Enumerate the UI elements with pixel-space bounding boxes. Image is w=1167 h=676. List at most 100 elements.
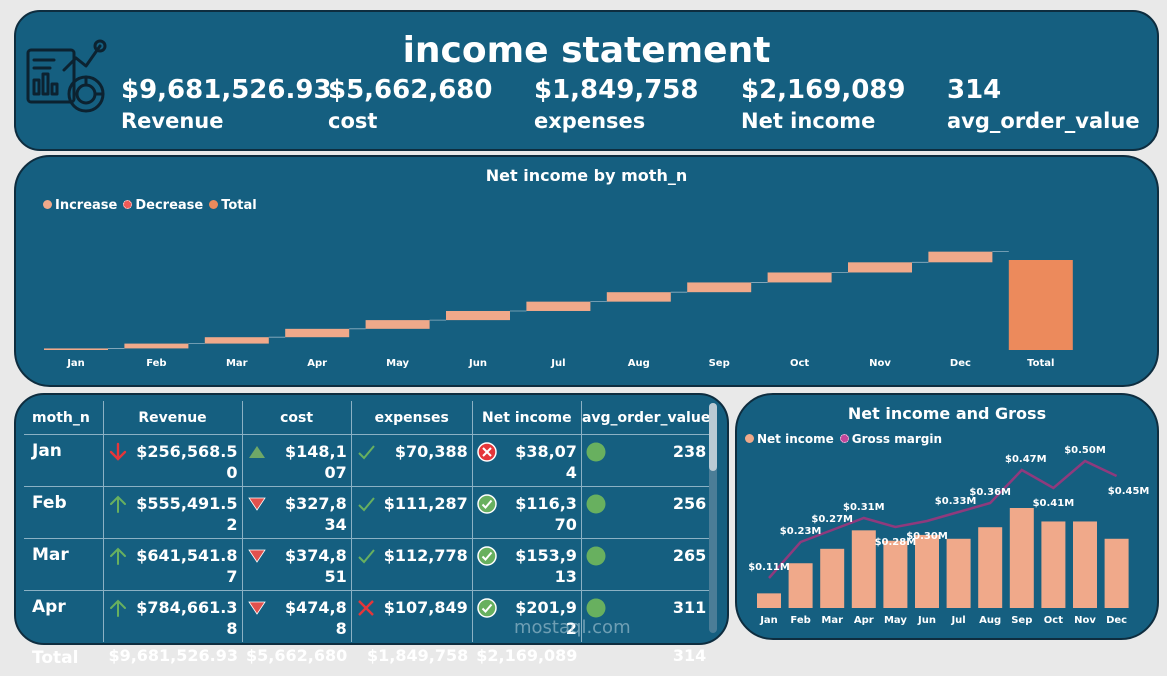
- combo-plot: Jan Feb Mar Apr May Jun Jul Aug Sep Oct Nov Dec $0.1…: [748, 445, 1150, 626]
- cell-net-income: $201,92: [471, 590, 582, 642]
- table-row[interactable]: Mar $641,541.87 $374,851 $112,778 $153,913 26…: [24, 538, 711, 591]
- waterfall-bar[interactable]: [848, 262, 912, 273]
- data-label: $0.11M: [748, 562, 790, 573]
- table-row[interactable]: Feb $555,491.52 $327,834 $111,287 $116,370 25…: [24, 486, 711, 539]
- x-tick-label: Oct: [1044, 615, 1063, 626]
- waterfall-bar[interactable]: [124, 343, 189, 349]
- page-title: income statement: [402, 30, 771, 71]
- waterfall-bar[interactable]: [606, 292, 671, 302]
- cell-value: 265: [672, 546, 707, 565]
- cell-total-expenses: $1,849,758: [367, 646, 469, 665]
- column-header[interactable]: Net income: [471, 401, 582, 435]
- net-income-bar[interactable]: [915, 534, 939, 608]
- cell-expenses: $112,778: [350, 538, 473, 591]
- x-tick-label: Jan: [66, 358, 85, 369]
- data-label: $0.45M: [1108, 486, 1150, 497]
- cell-value: 311: [672, 598, 707, 617]
- data-label: $0.27M: [811, 514, 853, 525]
- waterfall-bar[interactable]: [526, 301, 591, 311]
- cell-month: Mar: [24, 538, 103, 591]
- net-income-bar[interactable]: [1041, 521, 1066, 608]
- waterfall-bar[interactable]: [1008, 260, 1073, 350]
- data-label: $0.41M: [1033, 498, 1075, 509]
- cell-revenue: $256,568.50: [102, 434, 242, 487]
- data-label: $0.28M: [875, 537, 917, 548]
- legend-item-increase[interactable]: Increase: [43, 198, 117, 213]
- table-header-row: moth_n Revenue cost expenses Net income …: [24, 401, 711, 435]
- net-income-bar[interactable]: [757, 593, 781, 608]
- arrow-down-icon: [108, 442, 128, 462]
- data-label: $0.33M: [935, 496, 977, 507]
- waterfall-bar[interactable]: [204, 337, 269, 344]
- table-scrollbar-thumb[interactable]: [709, 403, 717, 471]
- net-income-gross-chart-card[interactable]: Net income and Gross Net income Gross ma…: [735, 393, 1159, 640]
- chart-title: Net income by moth_n: [485, 166, 688, 185]
- chart-legend: Net income Gross margin: [745, 432, 942, 446]
- cell-value: $201,92: [515, 598, 577, 638]
- legend-item-gross-margin[interactable]: Gross margin: [839, 432, 942, 446]
- kpi-label: expenses: [534, 109, 646, 133]
- waterfall-bar[interactable]: [44, 348, 108, 350]
- table-row[interactable]: Jan $256,568.50 $148,107 $70,388 $38,074 238: [24, 434, 711, 487]
- cell-value: $112,778: [383, 546, 468, 565]
- x-tick-label: Jul: [550, 358, 565, 369]
- x-tick-label: Dec: [1106, 615, 1127, 626]
- net-income-bar[interactable]: [820, 548, 845, 608]
- waterfall-bar[interactable]: [365, 320, 430, 329]
- x-tick-label: Mar: [226, 358, 248, 369]
- column-header[interactable]: cost: [241, 401, 352, 435]
- x-tick-label: Jun: [917, 615, 936, 626]
- kpi-label: cost: [328, 109, 378, 133]
- legend-item-total[interactable]: Total: [209, 198, 257, 213]
- x-tick-label: Aug: [628, 358, 650, 369]
- x-tick-label: Sep: [1011, 615, 1032, 626]
- table-scrollbar-track[interactable]: [709, 403, 717, 633]
- net-income-bar[interactable]: [1104, 538, 1129, 608]
- cell-value: $148,107: [284, 442, 347, 482]
- net-income-bar[interactable]: [946, 538, 971, 608]
- check-circle-icon: [476, 494, 497, 514]
- x-icon: [356, 598, 376, 618]
- kpi-label: Net income: [741, 109, 876, 133]
- cell-value: $474,88: [284, 598, 347, 638]
- cell-avg-order-value: 311: [580, 590, 711, 642]
- cell-avg-order-value: 238: [580, 434, 711, 487]
- data-label: $0.31M: [843, 502, 885, 513]
- legend-item-net-income[interactable]: Net income: [745, 432, 834, 446]
- x-tick-label: Sep: [709, 358, 730, 369]
- waterfall-bar[interactable]: [928, 251, 993, 263]
- gross-margin-line[interactable]: [768, 459, 1118, 579]
- x-tick-label: Jan: [759, 615, 778, 626]
- arrow-up-icon: [108, 494, 128, 514]
- legend-item-decrease[interactable]: Decrease: [123, 198, 203, 213]
- cell-month: Apr: [24, 590, 103, 642]
- cell-total-revenue: $9,681,526.93: [108, 646, 238, 665]
- waterfall-plot: Jan Feb Mar Apr May Jun Jul Aug Sep Oct Nov Dec Tota…: [44, 251, 1073, 369]
- x-tick-label: Dec: [950, 358, 971, 369]
- column-header[interactable]: Revenue: [102, 401, 242, 435]
- data-label: $0.30M: [906, 531, 948, 542]
- net-income-bar[interactable]: [788, 563, 813, 608]
- column-header[interactable]: expenses: [350, 401, 473, 435]
- check-icon: [356, 442, 376, 462]
- waterfall-chart-card[interactable]: Net income by moth_n Increase Decrease T…: [14, 155, 1159, 387]
- analytics-report-icon: [26, 39, 107, 113]
- net-income-bar[interactable]: [1009, 508, 1034, 608]
- triangle-down-icon: [247, 494, 267, 514]
- column-header[interactable]: avg_order_value: [580, 401, 711, 435]
- net-income-bar[interactable]: [851, 530, 876, 608]
- net-income-bar[interactable]: [1073, 521, 1097, 608]
- column-header[interactable]: moth_n: [32, 409, 90, 426]
- cell-cost: $474,88: [241, 590, 352, 642]
- net-income-bar[interactable]: [978, 527, 1003, 608]
- x-circle-icon: [476, 442, 497, 462]
- x-tick-label: Feb: [146, 358, 166, 369]
- net-income-bar[interactable]: [883, 540, 908, 608]
- waterfall-bar[interactable]: [446, 310, 510, 321]
- x-tick-label: Mar: [821, 615, 843, 626]
- table-row[interactable]: Apr $784,661.38 $474,88 $107,849 $201,92 311: [24, 590, 711, 642]
- waterfall-bar[interactable]: [767, 272, 832, 283]
- waterfall-bar[interactable]: [687, 282, 752, 293]
- cell-net-income: $153,913: [471, 538, 582, 591]
- waterfall-bar[interactable]: [285, 328, 350, 338]
